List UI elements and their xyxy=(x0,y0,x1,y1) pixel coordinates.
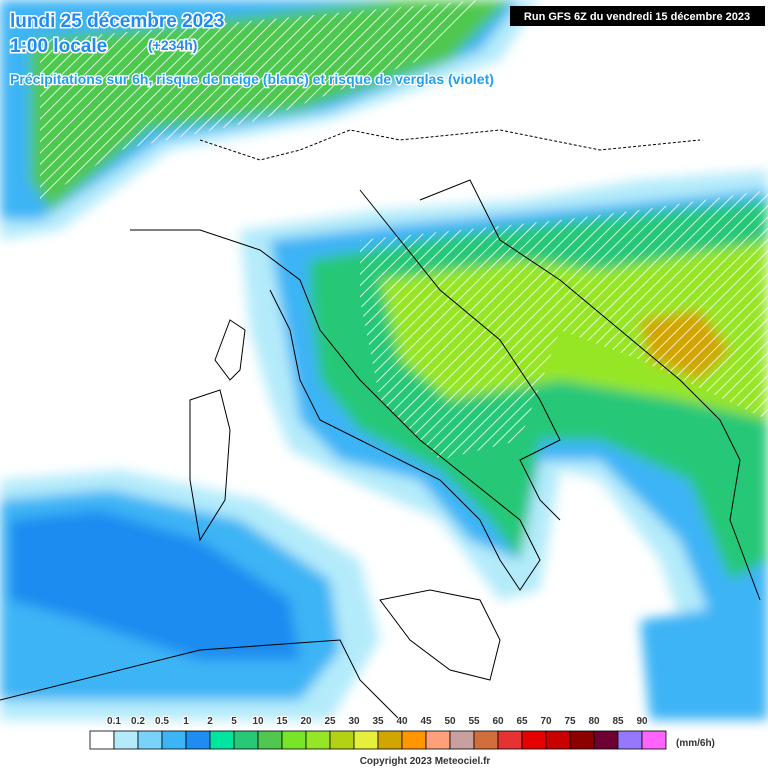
snow-risk xyxy=(40,0,768,460)
legend-swatch xyxy=(233,730,259,750)
legend-unit: (mm/6h) xyxy=(676,738,715,749)
legend-label: 70 xyxy=(540,716,552,727)
legend-swatch xyxy=(425,730,451,750)
legend-swatch xyxy=(521,730,547,750)
legend-label: 90 xyxy=(636,716,648,727)
legend-swatch xyxy=(497,730,523,750)
date: lundi 25 décembre 2023 xyxy=(10,11,224,32)
legend-label: 40 xyxy=(396,716,408,727)
legend-label: 80 xyxy=(588,716,600,727)
legend-label: 75 xyxy=(564,716,576,727)
legend-label: 2 xyxy=(207,716,213,727)
legend-label: 60 xyxy=(492,716,504,727)
legend-swatch xyxy=(185,730,211,750)
legend-label: 85 xyxy=(612,716,624,727)
legend-swatch xyxy=(257,730,283,750)
legend-swatch xyxy=(89,730,115,750)
legend-swatch xyxy=(305,730,331,750)
legend-label: 15 xyxy=(276,716,288,727)
legend-swatch xyxy=(473,730,499,750)
legend-swatch xyxy=(545,730,571,750)
legend-swatch xyxy=(209,730,235,750)
legend-label: 10 xyxy=(252,716,264,727)
legend-swatch xyxy=(161,730,187,750)
legend-swatch xyxy=(593,730,619,750)
legend-swatch xyxy=(113,730,139,750)
legend-label: 0.1 xyxy=(107,716,121,727)
legend-swatch xyxy=(137,730,163,750)
legend-swatch xyxy=(281,730,307,750)
legend: 0.1 0.2 0.5 1 2 5 10 15 20 25 30 35 40 45 50 55 60 65 70 75… xyxy=(89,715,667,750)
legend-label: 1 xyxy=(183,716,189,727)
legend-swatch xyxy=(449,730,475,750)
legend-label: 35 xyxy=(372,716,384,727)
subtitle: Précipitations sur 6h, risque de neige (… xyxy=(10,71,494,87)
legend-swatch xyxy=(569,730,595,750)
legend-label: 0.2 xyxy=(131,716,145,727)
legend-label: 45 xyxy=(420,716,432,727)
run-box xyxy=(510,6,765,26)
legend-swatch xyxy=(377,730,403,750)
legend-swatch xyxy=(641,730,667,750)
legend-label: 0.5 xyxy=(155,716,169,727)
legend-swatch xyxy=(329,730,355,750)
legend-label: 65 xyxy=(516,716,528,727)
legend-label: 30 xyxy=(348,716,360,727)
copyright: Copyright 2023 Meteociel.fr xyxy=(360,756,491,767)
legend-label: 50 xyxy=(444,716,456,727)
lead-time: (+234h) xyxy=(148,37,197,53)
legend-label: 5 xyxy=(231,716,237,727)
time: 1:00 locale xyxy=(10,36,107,57)
coastlines xyxy=(0,129,761,721)
legend-label: 55 xyxy=(468,716,480,727)
run-info: Run GFS 6Z du vendredi 15 décembre 2023 xyxy=(524,11,750,23)
legend-swatch xyxy=(617,730,643,750)
legend-label: 25 xyxy=(324,716,336,727)
legend-swatch xyxy=(353,730,379,750)
legend-label: 20 xyxy=(300,716,312,727)
legend-swatch xyxy=(401,730,427,750)
